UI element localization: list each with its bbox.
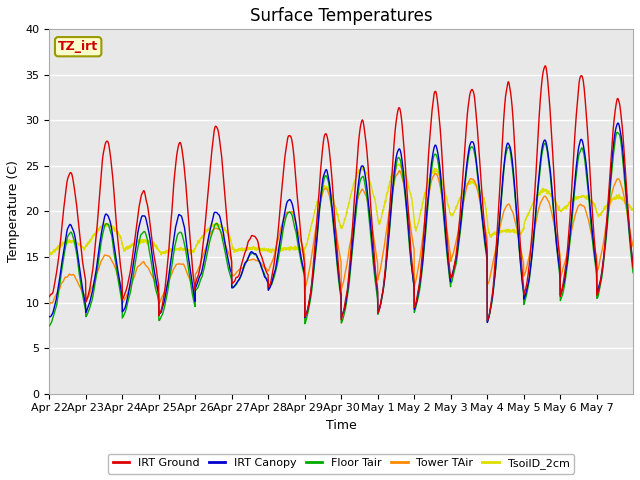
TsoilD_2cm xyxy=(621,199,629,205)
Tower TAir xyxy=(518,249,525,254)
TsoilD_2cm xyxy=(45,250,53,256)
Floor Tair xyxy=(517,267,525,273)
IRT Ground xyxy=(550,181,558,187)
Line: Floor Tair: Floor Tair xyxy=(49,132,633,326)
Floor Tair xyxy=(45,323,53,329)
TsoilD_2cm xyxy=(377,217,385,223)
IRT Ground xyxy=(621,166,629,171)
Floor Tair xyxy=(104,221,111,227)
IRT Canopy xyxy=(483,320,491,325)
Line: TsoilD_2cm: TsoilD_2cm xyxy=(49,164,633,255)
Tower TAir xyxy=(629,244,637,250)
Title: Surface Temperatures: Surface Temperatures xyxy=(250,7,433,25)
IRT Canopy xyxy=(621,176,629,182)
Tower TAir xyxy=(621,198,628,204)
Tower TAir xyxy=(45,302,53,308)
TsoilD_2cm xyxy=(629,207,637,213)
TsoilD_2cm xyxy=(157,252,165,258)
Tower TAir xyxy=(550,222,558,228)
IRT Canopy xyxy=(614,120,622,126)
TsoilD_2cm xyxy=(550,196,558,202)
TsoilD_2cm xyxy=(104,223,111,228)
Floor Tair xyxy=(376,303,384,309)
Tower TAir xyxy=(104,253,111,259)
IRT Ground xyxy=(629,265,637,271)
IRT Ground xyxy=(104,139,111,144)
TsoilD_2cm xyxy=(230,247,237,253)
Floor Tair xyxy=(550,215,558,221)
Line: Tower TAir: Tower TAir xyxy=(49,170,633,305)
IRT Canopy xyxy=(104,213,111,218)
Floor Tair xyxy=(613,130,621,135)
Floor Tair xyxy=(230,284,237,289)
Y-axis label: Temperature (C): Temperature (C) xyxy=(7,160,20,263)
Floor Tair xyxy=(621,182,628,188)
IRT Canopy xyxy=(230,285,237,290)
IRT Canopy xyxy=(45,314,53,320)
TsoilD_2cm xyxy=(394,161,402,167)
Line: IRT Ground: IRT Ground xyxy=(49,66,633,321)
IRT Canopy xyxy=(376,302,384,308)
IRT Ground xyxy=(230,279,237,285)
IRT Ground xyxy=(541,63,549,69)
Floor Tair xyxy=(629,270,637,276)
Text: TZ_irt: TZ_irt xyxy=(58,40,98,53)
IRT Ground xyxy=(45,294,53,300)
IRT Ground xyxy=(483,318,491,324)
IRT Canopy xyxy=(629,263,637,268)
X-axis label: Time: Time xyxy=(326,419,356,432)
IRT Ground xyxy=(518,257,525,263)
Tower TAir xyxy=(376,266,384,272)
Tower TAir xyxy=(396,168,403,173)
IRT Canopy xyxy=(518,268,525,274)
TsoilD_2cm xyxy=(518,228,525,234)
IRT Canopy xyxy=(550,215,558,220)
Legend: IRT Ground, IRT Canopy, Floor Tair, Tower TAir, TsoilD_2cm: IRT Ground, IRT Canopy, Floor Tair, Towe… xyxy=(108,454,574,474)
Tower TAir xyxy=(230,273,237,279)
Line: IRT Canopy: IRT Canopy xyxy=(49,123,633,323)
IRT Ground xyxy=(376,302,384,308)
